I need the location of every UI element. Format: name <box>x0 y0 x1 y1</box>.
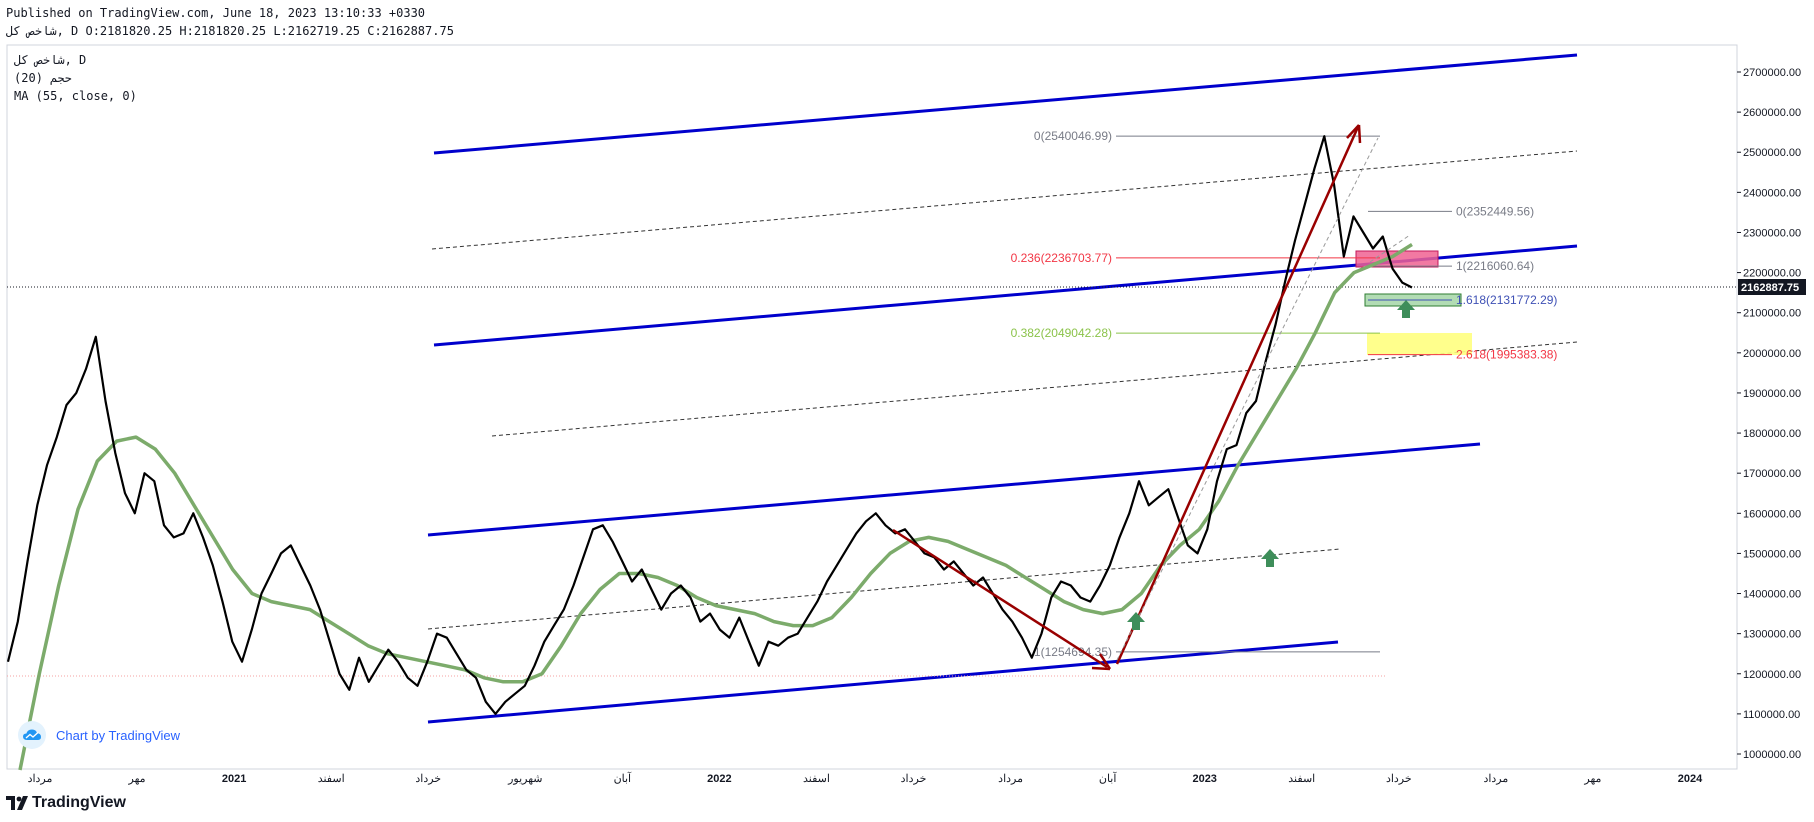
channel-line-bottom[interactable] <box>427 640 1339 724</box>
y-tick-label: 1500000.00 <box>1743 548 1801 560</box>
fib-label: 0.236(2236703.77) <box>1011 251 1112 265</box>
x-tick-label: 2023 <box>1192 773 1216 785</box>
y-tick-label: 2400000.00 <box>1743 187 1801 199</box>
x-axis[interactable]: مرداد مهر 2021 اسفند خرداد شهریور آبان 2022 اسفن… <box>28 772 1704 785</box>
up-arrow-head[interactable] <box>1346 124 1362 144</box>
footer-logo-text: TradingView <box>32 794 126 811</box>
up-markers[interactable] <box>1127 300 1415 630</box>
legend-ma[interactable]: MA (55, close, 0) <box>14 89 137 103</box>
up-marker-icon[interactable] <box>1397 300 1415 318</box>
fib-label: 2.618(1995383.38) <box>1456 348 1557 362</box>
x-tick-label: 2021 <box>222 773 246 785</box>
y-tick-label: 1900000.00 <box>1743 388 1801 400</box>
y-tick-label: 1400000.00 <box>1743 589 1801 601</box>
fib-label: 1(1254694.35) <box>1034 645 1112 659</box>
y-tick-label: 2100000.00 <box>1743 308 1801 320</box>
tradingview-logo-icon <box>6 796 28 810</box>
fib-levels[interactable]: 0(2540046.99) 0.236(2236703.77) 0.382(2049… <box>1011 129 1558 659</box>
x-tick-label: اسفند <box>1288 773 1315 785</box>
y-tick-label: 2300000.00 <box>1743 227 1801 239</box>
y-tick-label: 2500000.00 <box>1743 147 1801 159</box>
price-line[interactable] <box>6 135 1413 715</box>
fib-label: 0(2352449.56) <box>1456 204 1534 218</box>
legend-volume[interactable]: حجم (20) <box>14 71 72 85</box>
channel-line-top[interactable] <box>433 53 1578 155</box>
y-tick-label: 1700000.00 <box>1743 468 1801 480</box>
last-price-badge: 2162887.75 <box>1738 279 1806 295</box>
x-tick-label: 2024 <box>1678 773 1703 785</box>
x-tick-label: اسفند <box>803 773 830 785</box>
watermark[interactable]: Chart by TradingView <box>18 721 181 749</box>
trend-arrows[interactable] <box>892 124 1411 671</box>
y-tick-label: 1100000.00 <box>1743 709 1800 721</box>
x-tick-label: مهر <box>1583 773 1601 785</box>
trend-dash-1[interactable] <box>1116 137 1379 661</box>
x-tick-label: مرداد <box>28 773 53 785</box>
zone-yellow[interactable] <box>1367 333 1472 355</box>
x-tick-label: خرداد <box>415 773 441 785</box>
y-tick-label: 1300000.00 <box>1743 629 1801 641</box>
down-arrow-head[interactable] <box>1091 653 1112 671</box>
y-tick-label: 2200000.00 <box>1743 268 1801 280</box>
midline-3[interactable] <box>427 548 1341 630</box>
x-tick-label: مرداد <box>998 773 1023 785</box>
x-tick-label: مهر <box>128 773 146 785</box>
channel-line-lower-mid[interactable] <box>427 442 1481 537</box>
plot-border <box>6 44 1738 770</box>
channel-lines[interactable] <box>427 53 1578 724</box>
x-tick-label: اسفند <box>318 773 345 785</box>
fib-label: 0.382(2049042.28) <box>1011 326 1112 340</box>
watermark-text: Chart by TradingView <box>56 727 181 743</box>
up-marker-icon[interactable] <box>1261 549 1279 567</box>
x-tick-label: آبان <box>614 772 632 785</box>
y-tick-label: 1000000.00 <box>1743 749 1801 761</box>
up-marker-icon[interactable] <box>1127 612 1145 630</box>
down-arrow-line[interactable] <box>892 528 1108 669</box>
x-tick-label: مرداد <box>1483 773 1508 785</box>
x-tick-label: خرداد <box>1386 773 1412 785</box>
x-tick-label: آبان <box>1099 772 1117 785</box>
ma-line[interactable] <box>18 243 1413 771</box>
up-arrow-line[interactable] <box>1115 126 1360 665</box>
last-price-label: 2162887.75 <box>1741 282 1799 294</box>
trend-dash-2[interactable] <box>1369 234 1411 263</box>
y-tick-label: 1200000.00 <box>1743 669 1801 681</box>
fib-label: 0(2540046.99) <box>1034 129 1112 143</box>
channel-midlines[interactable] <box>427 150 1578 630</box>
fib-label: 1.618(2131772.29) <box>1456 293 1557 307</box>
published-line: Published on TradingView.com, June 18, 2… <box>6 6 426 20</box>
y-tick-label: 1800000.00 <box>1743 428 1801 440</box>
y-tick-label: 2700000.00 <box>1743 67 1801 79</box>
y-tick-label: 1600000.00 <box>1743 508 1801 520</box>
x-tick-label: خرداد <box>901 773 927 785</box>
ohlc-line: شاخص کل, D O:2181820.25 H:2181820.25 L:2… <box>6 24 454 38</box>
midline-2[interactable] <box>491 341 1578 437</box>
x-tick-label: شهریور <box>507 773 542 785</box>
midline-1[interactable] <box>431 150 1578 250</box>
y-tick-label: 2000000.00 <box>1743 348 1801 360</box>
tradingview-cloud-icon <box>18 721 46 749</box>
x-tick-label: 2022 <box>707 773 731 785</box>
y-axis[interactable]: 2700000.00 2600000.00 2500000.00 2400000.00… <box>1737 67 1801 761</box>
legend-symbol[interactable]: شاخص کل, D <box>14 53 87 67</box>
fib-label: 1(2216060.64) <box>1456 259 1534 273</box>
y-tick-label: 2600000.00 <box>1743 107 1801 119</box>
footer-logo: TradingView <box>6 794 126 812</box>
